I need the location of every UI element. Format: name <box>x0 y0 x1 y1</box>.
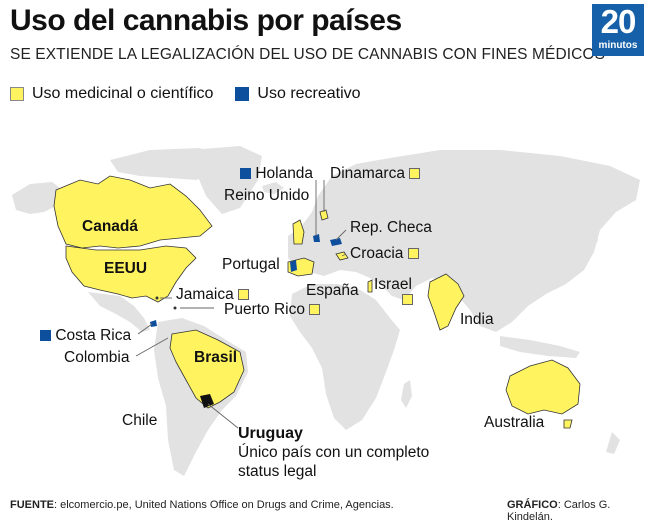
label-croacia: Croacia <box>350 245 419 263</box>
label-eeuu: EEUU <box>104 260 148 277</box>
page-subtitle: SE EXTIENDE LA LEGALIZACIÓN DEL USO DE C… <box>10 46 606 63</box>
label-jamaica: Jamaica <box>176 286 250 304</box>
region-tasmania <box>563 419 573 429</box>
label-rep-checa: Rep. Checa <box>350 219 432 236</box>
label-india: India <box>460 311 494 328</box>
region-israel <box>367 279 373 293</box>
uruguay-note-line1: Único país con un completo <box>238 444 430 461</box>
footer-graphic: GRÁFICO: Carlos G. Kindelán. <box>507 499 656 523</box>
land-indonesia <box>500 336 580 358</box>
footer-graphic-label: GRÁFICO <box>507 499 558 511</box>
jamaica-medicinal-marker <box>238 289 250 300</box>
israel-medicinal-marker <box>402 294 413 305</box>
label-puerto-rico: Puerto Rico <box>224 301 321 319</box>
brand-logo: 20 minutos <box>592 4 644 56</box>
region-costa-rica <box>150 320 157 327</box>
leader-uruguay <box>207 403 239 429</box>
footer-graphic-text: : Carlos G. Kindelán. <box>507 499 611 523</box>
legend-recreativo: Uso recreativo <box>235 85 361 103</box>
label-uruguay: Uruguay <box>238 425 303 442</box>
footer-source: FUENTE: elcomercio.pe, United Nations Of… <box>10 499 394 511</box>
croacia-medicinal-marker <box>407 248 419 259</box>
label-jamaica-text: Jamaica <box>176 286 234 303</box>
region-india <box>427 273 465 331</box>
dinamarca-medicinal-marker <box>409 168 421 179</box>
label-reino-unido: Reino Unido <box>224 187 310 204</box>
label-chile: Chile <box>122 412 158 429</box>
label-costa-rica: Costa Rica <box>40 327 131 345</box>
logo-word: minutos <box>598 40 638 51</box>
land-africa <box>290 284 400 430</box>
region-uruguay <box>200 394 214 408</box>
costa-rica-recreational-marker <box>40 330 51 341</box>
land-mexico <box>88 292 150 332</box>
land-madagascar <box>401 380 412 408</box>
label-costa-rica-text: Costa Rica <box>55 327 132 344</box>
region-holanda <box>313 234 320 242</box>
label-holanda-text: Holanda <box>255 165 314 182</box>
marker-jamaica <box>155 296 159 300</box>
label-colombia: Colombia <box>64 349 130 366</box>
leader-croacia <box>341 253 347 257</box>
label-puerto-rico-text: Puerto Rico <box>224 301 305 318</box>
land-new-zealand <box>606 432 620 454</box>
label-espana: España <box>306 282 359 299</box>
region-brasil <box>169 329 245 409</box>
holanda-recreational-marker <box>240 168 251 179</box>
leader-colombia <box>135 337 169 357</box>
label-canada: Canadá <box>82 218 138 235</box>
leader-costa-rica <box>137 323 153 335</box>
legend-medicinal-label: Uso medicinal o científico <box>32 85 214 102</box>
region-uk <box>292 219 305 245</box>
region-australia <box>505 359 581 415</box>
label-brasil: Brasil <box>194 349 238 366</box>
legend-recreativo-swatch <box>235 87 250 101</box>
land-japan <box>584 226 598 256</box>
marker-puerto-rico <box>173 306 177 310</box>
logo-number: 20 <box>600 3 637 40</box>
land-greenland <box>190 146 262 214</box>
land-eurasia <box>288 150 640 332</box>
land-iceland <box>262 182 284 194</box>
region-canada <box>53 175 213 249</box>
legend-medicinal: Uso medicinal o científico <box>10 85 213 103</box>
legend-recreativo-label: Uso recreativo <box>257 85 361 102</box>
label-dinamarca-text: Dinamarca <box>330 165 405 182</box>
label-holanda: Holanda <box>240 165 313 183</box>
label-israel: Israel <box>374 276 412 293</box>
label-dinamarca: Dinamarca <box>330 165 421 183</box>
region-rep-checa <box>330 238 342 246</box>
label-croacia-text: Croacia <box>350 245 404 262</box>
label-australia: Australia <box>484 414 545 431</box>
region-portugal-dot <box>290 260 297 272</box>
label-portugal: Portugal <box>222 256 280 273</box>
legend-medicinal-swatch <box>10 87 24 101</box>
legend: Uso medicinal o científico Uso recreativ… <box>10 85 383 103</box>
page-title: Uso del cannabis por países <box>10 4 402 37</box>
footer-source-label: FUENTE <box>10 499 54 511</box>
puerto-rico-medicinal-marker <box>309 304 321 315</box>
region-eeuu <box>65 245 197 303</box>
footer-source-text: : elcomercio.pe, United Nations Office o… <box>54 499 394 511</box>
uruguay-note-line2: status legal <box>238 463 317 480</box>
leader-rep-checa <box>335 229 347 241</box>
land-alaska <box>12 182 60 214</box>
